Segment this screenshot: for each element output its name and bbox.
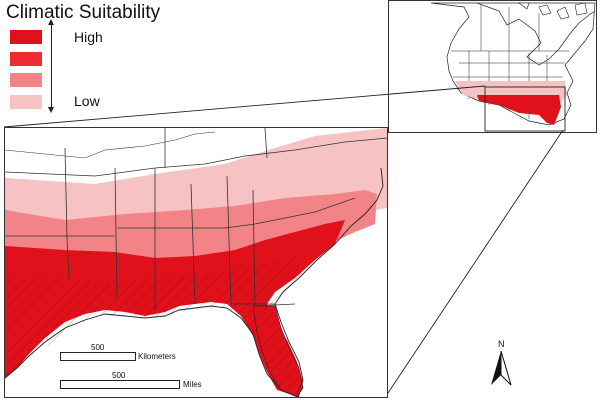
scale-bar-kilometers xyxy=(60,352,136,361)
main-map xyxy=(4,127,388,398)
scale-mi-value: 500 xyxy=(112,371,126,380)
legend-swatch-2 xyxy=(10,52,42,66)
atlantic-coastline xyxy=(274,167,384,395)
inset-suitability-high-zone xyxy=(477,95,561,125)
scale-km-value: 500 xyxy=(91,343,105,352)
legend-swatch-3 xyxy=(10,73,42,87)
north-america-map-icon xyxy=(430,2,596,132)
legend-swatch-1 xyxy=(10,30,42,44)
legend-title: Climatic Suitability xyxy=(6,2,161,23)
north-arrow-icon xyxy=(491,350,512,386)
legend-double-arrow-icon xyxy=(48,19,54,113)
zone-high-suitability xyxy=(5,220,345,397)
coastline xyxy=(5,305,300,397)
scale-mi-unit: Miles xyxy=(183,380,202,389)
legend-swatch-4 xyxy=(10,95,42,109)
scale-bar-miles xyxy=(60,380,180,389)
legend: Climatic Suitability High Low xyxy=(0,0,200,120)
southeast-us-map xyxy=(5,128,387,397)
inset-extent-box xyxy=(484,86,566,132)
scale-km-unit: Kilometers xyxy=(138,352,176,361)
legend-high-label: High xyxy=(74,29,103,45)
hatched-area xyxy=(5,256,305,390)
lakes-outline xyxy=(5,131,216,159)
legend-low-label: Low xyxy=(74,93,100,109)
north-label: N xyxy=(498,339,505,349)
inset-map xyxy=(388,0,597,133)
